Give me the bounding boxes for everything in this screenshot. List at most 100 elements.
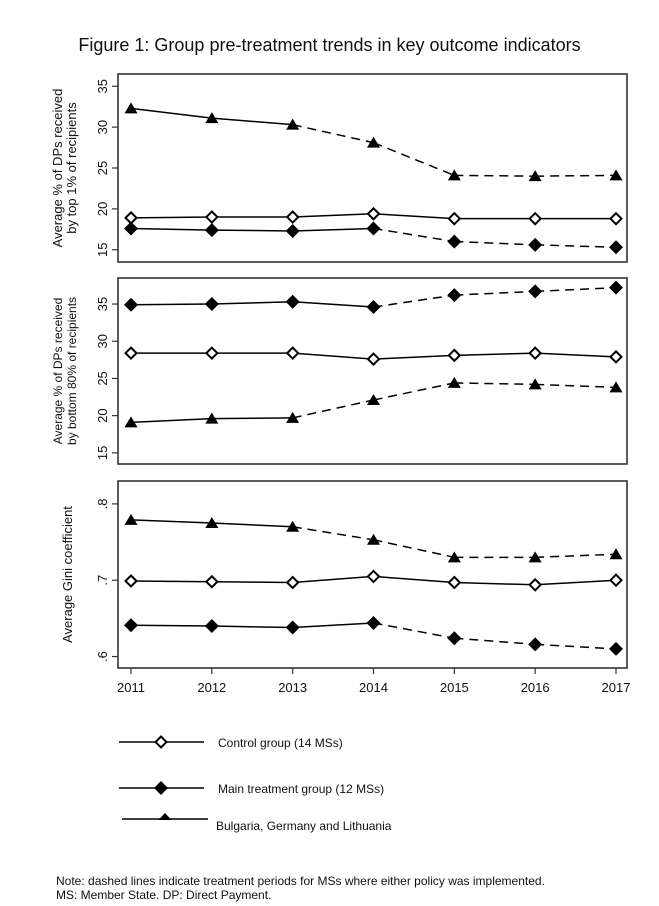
panel-2-series-2-segment — [535, 286, 617, 293]
note-line-2: MS: Member State. DP: Direct Payment. — [56, 888, 272, 902]
panel-2-series-3-segment — [454, 382, 536, 386]
panel-1-series-3-segment — [292, 123, 374, 144]
panel-1-series-1-segment — [292, 213, 374, 218]
panel-1-series-2-segment — [211, 229, 293, 232]
panel-3-series-2-segment — [373, 622, 455, 639]
panel-1-series-3-segment — [454, 174, 536, 177]
xtick-label: 2011 — [117, 680, 145, 695]
panel-1-ytick-label: 15 — [95, 243, 110, 257]
panel-2-series-3-point — [124, 416, 138, 428]
panel-2-series-1-point — [124, 346, 138, 361]
panel-3-ytick-label: .7 — [95, 575, 110, 586]
panel-1-ytick-label: 35 — [95, 79, 110, 93]
panel-3-series-3-point — [124, 513, 138, 525]
panel-2-series-3-segment — [373, 382, 455, 401]
figure-title: Figure 1: Group pre-treatment trends in … — [78, 35, 581, 55]
panel-3-series-3-point — [367, 533, 380, 545]
panel-3-series-2-point — [124, 618, 138, 633]
panel-3-series-3-point — [447, 551, 461, 563]
panel-2-series-1-segment — [454, 352, 536, 357]
panel-2-series-2-segment — [211, 301, 293, 305]
panel-3-series-3-point — [286, 520, 300, 532]
panel-2-series-1-segment — [373, 354, 455, 360]
panel-1-series-3-point — [124, 102, 138, 114]
panel-1-series-3-point — [367, 136, 380, 148]
panel-2-series-2-point — [285, 294, 300, 309]
panel-3-series-3-segment — [292, 526, 374, 541]
panel-3-series-2-point — [285, 620, 300, 635]
panel-2-ytick-label: 30 — [95, 334, 110, 348]
panel-2-series-3-point — [447, 376, 461, 388]
panel-2-series-3-point — [205, 412, 219, 424]
panel-1-series-2-segment — [535, 244, 617, 249]
panel-1-series-3-point — [447, 169, 461, 181]
panel-2-series-2-segment — [292, 301, 374, 308]
panel-3-series-2-segment — [292, 622, 374, 629]
panel-2-series-2-segment — [454, 290, 536, 296]
panel-1-series-2-point — [609, 240, 623, 255]
panel-1-ylabel-line: by top 1% of recipients — [64, 102, 79, 234]
panel-2-series-2-point — [528, 284, 543, 299]
panel-2-series-3-point — [528, 378, 542, 390]
legend-key-marker-3 — [158, 813, 172, 820]
panel-3-series-3-segment — [373, 539, 455, 559]
panel-1-series-2-segment — [292, 227, 374, 232]
panel-1-series-3-segment — [130, 107, 212, 119]
panel-3-series-1-point — [204, 574, 219, 589]
panel-3-series-1-point — [366, 569, 381, 584]
legend-label-bgl: Bulgaria, Germany and Lithuania — [216, 819, 392, 833]
panel-3-series-1-segment — [292, 575, 374, 584]
panel-1-series-3-point — [205, 112, 219, 124]
legend-key-marker-1 — [154, 735, 168, 749]
xtick-label: 2012 — [197, 680, 226, 695]
panel-3-ytick-label: .6 — [95, 651, 110, 662]
panel-2-frame — [117, 277, 628, 465]
panel-2-ytick-label: 15 — [95, 446, 110, 460]
panel-2-series-1-point — [285, 346, 300, 361]
note-line-1: Note: dashed lines indicate treatment pe… — [56, 874, 545, 888]
panel-1-series-2-segment — [454, 240, 536, 246]
panel-3-series-2-segment — [535, 643, 617, 650]
panel-2-series-2-segment — [373, 294, 455, 308]
panel-1-series-2-point — [285, 223, 300, 238]
panel-2-ytick-label: 20 — [95, 408, 110, 422]
panel-3-series-1-point — [447, 575, 462, 590]
panel-1-series-1-segment — [130, 216, 212, 219]
panel-3-series-1-segment — [535, 579, 617, 586]
panel-2-series-2-point — [609, 280, 623, 295]
panel-2-series-2-point — [204, 297, 219, 312]
panel-1-series-3-point — [286, 118, 300, 130]
panel-1-series-1-segment — [373, 213, 455, 220]
panel-3-series-1-segment — [373, 575, 455, 584]
xtick-label: 2017 — [602, 680, 631, 695]
panel-3-series-3-segment — [211, 522, 293, 528]
panel-2-series-3-point — [286, 411, 300, 423]
panel-1-series-2-segment — [373, 227, 455, 243]
panel-1-series-2-point — [124, 221, 138, 236]
panel-3-series-2-point — [447, 631, 462, 646]
panel-1-series-1-point — [366, 206, 381, 221]
panel-1-series-3-segment — [535, 174, 617, 177]
panel-3-series-2-segment — [454, 637, 536, 646]
panel-3-series-1-segment — [454, 581, 536, 586]
panel-3-frame — [117, 480, 628, 669]
panel-3-series-2-segment — [211, 625, 293, 629]
panel-3-series-1-point — [124, 574, 138, 588]
panel-2-ylabel-line: Average % of DPs received — [51, 298, 65, 445]
panel-1-series-1-point — [609, 211, 623, 226]
panel-2-series-2-point — [124, 297, 138, 312]
panel-2-series-3-point — [609, 381, 623, 393]
panel-3-ytick-label: .8 — [95, 498, 110, 509]
panel-1-series-1-point — [528, 211, 543, 226]
panel-3-series-1-point — [528, 577, 543, 592]
panel-1-ylabel-line: Average % of DPs received — [50, 89, 65, 248]
panel-2-series-2-segment — [130, 303, 212, 306]
panel-3-series-1-segment — [211, 581, 293, 584]
panel-2-series-1-point — [204, 346, 219, 361]
panel-3-series-2-segment — [130, 624, 212, 627]
legend-key-marker-2 — [154, 781, 168, 795]
panel-3-series-3-segment — [535, 553, 617, 559]
panel-1-series-2-point — [366, 221, 381, 236]
xtick-label: 2015 — [440, 680, 469, 695]
